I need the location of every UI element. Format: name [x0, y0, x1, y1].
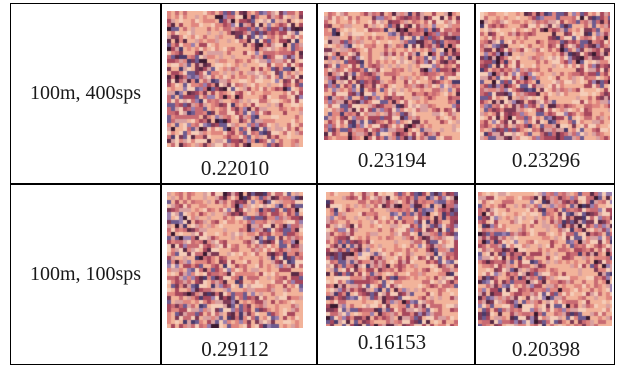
cell-value: 0.22010: [200, 156, 270, 180]
cell-value: 0.29112: [201, 337, 269, 361]
pixelated-image-thumbnail: [480, 12, 610, 140]
cell-value: 0.23194: [357, 148, 427, 172]
cell-value: 0.16153: [357, 330, 427, 354]
cell-value: 0.23296: [511, 148, 581, 172]
row-label: 100m, 400sps: [29, 82, 142, 104]
row-divider: [11, 183, 614, 185]
cell-value: 0.20398: [511, 337, 581, 361]
pixelated-image-thumbnail: [324, 12, 460, 140]
pixelated-image-thumbnail: [167, 192, 303, 328]
pixelated-image-thumbnail: [167, 11, 303, 147]
pixelated-image-thumbnail: [478, 192, 612, 326]
results-table: 100m, 400sps 100m, 100sps 0.22010 0.2319…: [10, 3, 615, 365]
pixelated-image-thumbnail: [326, 192, 458, 326]
row-label: 100m, 100sps: [29, 262, 142, 285]
